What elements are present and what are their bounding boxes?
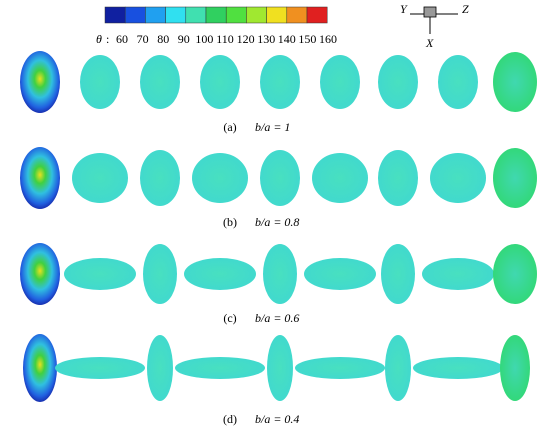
- ellipse-cool: [147, 335, 173, 401]
- ellipse-cool: [192, 153, 248, 203]
- colorbar-label: 160: [319, 32, 337, 46]
- caption-label: (a): [223, 120, 236, 134]
- ellipse-cool: [320, 55, 360, 109]
- ellipse-cool: [438, 55, 478, 109]
- ellipse-cool: [184, 258, 256, 290]
- ellipse-cool: [143, 244, 177, 304]
- colorbar-label: 120: [237, 32, 255, 46]
- colorbar-label: 70: [137, 32, 149, 46]
- caption-ratio: b/a = 1: [255, 120, 290, 134]
- panel-row: (c) b/a = 0.6: [20, 243, 537, 325]
- colorbar-label: 130: [257, 32, 275, 46]
- colorbar-symbol: θ: [96, 32, 102, 46]
- ellipse-cool: [260, 55, 300, 109]
- colorbar-label: 140: [278, 32, 296, 46]
- ellipse-green: [493, 52, 537, 112]
- ellipse-hot: [20, 243, 60, 305]
- colorbar-label: 100: [195, 32, 213, 46]
- ellipse-cool: [80, 55, 120, 109]
- ellipse-cool: [263, 244, 297, 304]
- panel-row: (a) b/a = 1: [20, 51, 537, 134]
- ellipse-cool: [267, 335, 293, 401]
- colorbar-label: 90: [178, 32, 190, 46]
- panels: (a) b/a = 1 (b) b/a = 0.8 (c) b/a = 0.6 (d) b/a…: [20, 51, 537, 426]
- colorbar-segment: [165, 6, 187, 24]
- ellipse-hot: [23, 334, 57, 402]
- ellipse-hot: [20, 147, 60, 209]
- ellipse-cool: [378, 150, 418, 206]
- ellipse-cool: [260, 150, 300, 206]
- orientation-indicator: Y Z X: [400, 2, 469, 50]
- colorbar: θ:60 70 80 90 100 110 120 130 140 150 160: [96, 6, 337, 46]
- ellipse-cool: [381, 244, 415, 304]
- colorbar-label: 60: [116, 32, 128, 46]
- ellipse-cool: [378, 55, 418, 109]
- colorbar-segment: [145, 6, 166, 24]
- colorbar-segment: [185, 6, 207, 24]
- caption-ratio: b/a = 0.6: [255, 311, 299, 325]
- ellipse-cool: [140, 150, 180, 206]
- ellipse-cool: [430, 153, 486, 203]
- axis-label-z: Z: [462, 2, 469, 16]
- colorbar-segment: [306, 6, 328, 24]
- ellipse-cool: [64, 258, 136, 290]
- ellipse-cool: [72, 153, 128, 203]
- ellipse-hot: [20, 51, 60, 113]
- panel-row: (d) b/a = 0.4: [23, 334, 530, 426]
- colorbar-segment: [286, 6, 308, 24]
- ellipse-green: [493, 244, 537, 304]
- ellipse-cool: [312, 153, 368, 203]
- caption-label: (b): [223, 215, 237, 229]
- axis-label-y: Y: [400, 2, 408, 16]
- colorbar-label: 150: [298, 32, 316, 46]
- ellipse-cool: [200, 55, 240, 109]
- colorbar-segment: [266, 6, 288, 24]
- colorbar-label: 110: [216, 32, 234, 46]
- ellipse-cool: [413, 357, 503, 379]
- caption-ratio: b/a = 0.4: [255, 412, 299, 426]
- ellipse-cool: [304, 258, 376, 290]
- axis-label-x: X: [425, 36, 434, 50]
- ellipse-cool: [140, 55, 180, 109]
- caption-ratio: b/a = 0.8: [255, 215, 299, 229]
- panel-row: (b) b/a = 0.8: [20, 147, 537, 229]
- colorbar-segment: [246, 6, 267, 24]
- axis-box: [423, 6, 437, 18]
- colorbar-segment: [225, 6, 247, 24]
- ellipse-cool: [422, 258, 494, 290]
- caption-label: (c): [223, 311, 236, 325]
- colorbar-label: 80: [157, 32, 169, 46]
- ellipse-green: [500, 335, 530, 401]
- ellipse-green: [493, 148, 537, 208]
- ellipse-cool: [55, 357, 145, 379]
- ellipse-cool: [385, 335, 411, 401]
- colorbar-segment: [205, 6, 227, 24]
- colorbar-separator: :: [106, 32, 109, 46]
- caption-label: (d): [223, 412, 237, 426]
- ellipse-cool: [295, 357, 385, 379]
- colorbar-segment: [124, 6, 146, 24]
- colorbar-segment: [104, 6, 126, 24]
- ellipse-cool: [175, 357, 265, 379]
